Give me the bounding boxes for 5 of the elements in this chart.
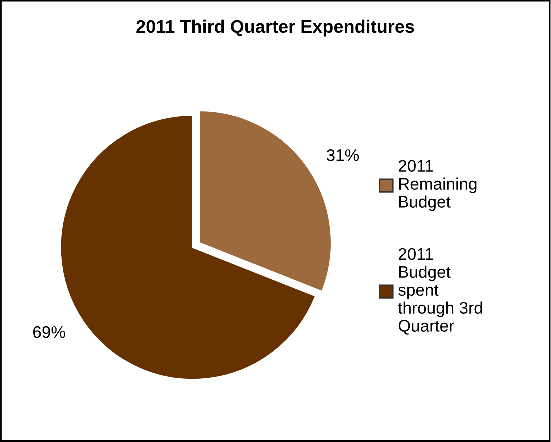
data-label: 31% (326, 150, 360, 162)
legend-label: 2011 Remaining Budget (398, 160, 477, 212)
data-label: 69% (33, 326, 66, 338)
legend-label: 2011 Budget spent through 3rd Quarter (398, 248, 482, 335)
chart-title: 2011 Third Quarter Expenditures (136, 20, 414, 37)
